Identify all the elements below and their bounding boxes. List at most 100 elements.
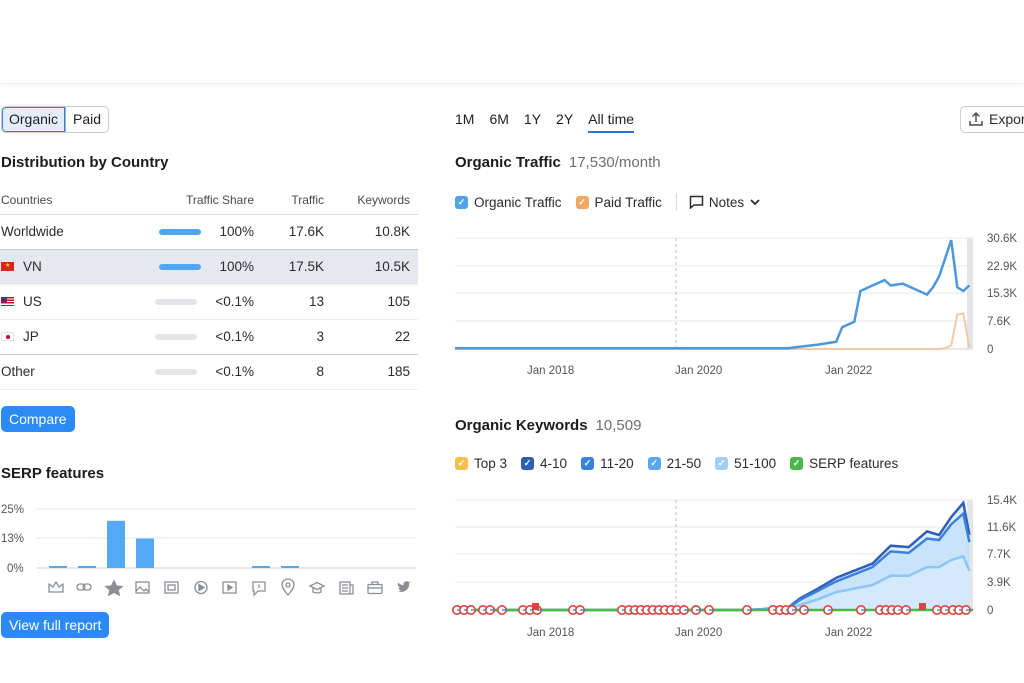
- table-row: Worldwide 100% 17.6K 10.8K: [0, 214, 418, 250]
- google-update-marker-icon[interactable]: [679, 605, 690, 616]
- column-header-keywords[interactable]: Keywords: [332, 187, 418, 215]
- serp-bar[interactable]: [136, 538, 154, 569]
- japan-flag-icon: [1, 331, 14, 341]
- country-name: VN: [23, 259, 42, 274]
- upload-icon: [969, 111, 983, 126]
- note-flag-icon[interactable]: [919, 603, 926, 610]
- serp-bar[interactable]: [252, 566, 270, 568]
- legend-serp-features[interactable]: ✓ SERP features: [790, 456, 898, 471]
- tab-paid[interactable]: Paid: [73, 111, 102, 127]
- legend-21-50[interactable]: ✓ 21-50: [647, 456, 701, 471]
- range-1m[interactable]: 1M: [455, 111, 475, 127]
- date-range-selector: 1M 6M 1Y 2Y All time: [455, 111, 649, 133]
- notes-dropdown[interactable]: Notes: [689, 195, 761, 210]
- briefcase-icon[interactable]: [367, 581, 383, 595]
- traffic-link[interactable]: 3: [262, 319, 332, 355]
- serp-bar[interactable]: [107, 520, 125, 568]
- keywords-x-tick: Jan 2020: [675, 627, 722, 639]
- google-update-marker-icon[interactable]: [496, 605, 507, 616]
- keywords-y-tick: 0: [987, 605, 993, 617]
- video-play-icon[interactable]: [194, 580, 208, 595]
- image-icon[interactable]: [135, 581, 150, 594]
- column-header-traffic[interactable]: Traffic: [262, 187, 332, 215]
- share-value: <0.1%: [215, 364, 254, 379]
- google-update-marker-icon[interactable]: [855, 605, 866, 616]
- keywords-link[interactable]: 10.5K: [332, 249, 418, 285]
- share-bar: [155, 334, 198, 341]
- google-update-marker-icon[interactable]: [786, 605, 797, 616]
- range-2y[interactable]: 2Y: [556, 111, 574, 127]
- table-row[interactable]: JP <0.1% 3 22: [0, 319, 418, 355]
- share-bar: [159, 264, 202, 271]
- top-band: [0, 0, 1024, 84]
- faq-icon[interactable]: [252, 581, 266, 597]
- legend-11-20[interactable]: ✓ 11-20: [581, 456, 634, 471]
- traffic-y-tick: 22.9K: [987, 261, 1017, 273]
- google-update-marker-icon[interactable]: [822, 605, 833, 616]
- news-icon[interactable]: [339, 581, 354, 595]
- legend-4-10[interactable]: ✓ 4-10: [521, 456, 567, 471]
- keywords-y-tick: 15.4K: [987, 495, 1017, 507]
- compare-button[interactable]: Compare: [1, 406, 75, 432]
- range-6m[interactable]: 6M: [489, 111, 509, 127]
- serp-bar[interactable]: [78, 566, 96, 568]
- traffic-value: 8: [262, 354, 332, 390]
- table-row[interactable]: US <0.1% 13 105: [0, 284, 418, 320]
- table-row: Other <0.1% 8 185: [0, 354, 418, 390]
- traffic-grid: [455, 237, 973, 350]
- range-1y[interactable]: 1Y: [523, 111, 542, 127]
- export-button[interactable]: Expor: [960, 106, 1024, 133]
- star-icon[interactable]: [104, 579, 124, 597]
- google-update-marker-icon[interactable]: [484, 605, 495, 616]
- serp-features-title: SERP features: [1, 465, 105, 482]
- twitter-icon[interactable]: [397, 581, 411, 592]
- serp-bar[interactable]: [281, 566, 299, 568]
- google-update-marker-icon[interactable]: [960, 605, 971, 616]
- checkbox-checked-icon: ✓: [581, 457, 595, 470]
- keywords-link[interactable]: 22: [332, 319, 418, 355]
- video-icon[interactable]: [222, 581, 237, 594]
- country-name: Other: [0, 354, 150, 390]
- google-update-marker-icon[interactable]: [691, 605, 702, 616]
- google-update-marker-icon[interactable]: [892, 605, 903, 616]
- legend-label: 11-20: [600, 456, 634, 471]
- keywords-x-tick: Jan 2022: [825, 627, 872, 639]
- organic-keywords-chart: 15.4K 11.6K 7.7K 3.9K 0 Jan 2018 Jan 202…: [452, 495, 1017, 639]
- google-update-marker-icon[interactable]: [931, 605, 942, 616]
- traffic-link[interactable]: 13: [262, 284, 332, 320]
- serp-bar[interactable]: [49, 566, 67, 568]
- organic-traffic-line: [455, 239, 971, 350]
- legend-top-3[interactable]: ✓ Top 3: [455, 456, 507, 471]
- google-update-marker-icon[interactable]: [575, 605, 586, 616]
- range-all-time[interactable]: All time: [588, 111, 635, 133]
- google-update-marker-icon[interactable]: [741, 605, 752, 616]
- crown-icon[interactable]: [48, 580, 64, 593]
- table-row[interactable]: VN 100% 17.5K 10.5K: [0, 249, 418, 285]
- divider: [675, 193, 677, 211]
- view-full-report-button[interactable]: View full report: [1, 612, 110, 638]
- column-header-traffic-share[interactable]: Traffic Share: [150, 187, 262, 215]
- location-pin-icon[interactable]: [281, 578, 295, 597]
- checkbox-checked-icon: ✓: [790, 457, 804, 470]
- tab-organic[interactable]: Organic: [2, 107, 67, 132]
- legend-51-100[interactable]: ✓ 51-100: [715, 456, 776, 471]
- google-update-marker-icon[interactable]: [900, 605, 911, 616]
- keywords-y-tick: 7.7K: [987, 549, 1011, 561]
- gallery-icon[interactable]: [164, 581, 179, 594]
- google-update-marker-icon[interactable]: [704, 605, 715, 616]
- traffic-x-tick: Jan 2020: [675, 365, 722, 377]
- notes-label: Notes: [708, 194, 745, 210]
- organic-keywords-value: 10,509: [595, 417, 642, 434]
- google-update-marker-icon[interactable]: [798, 605, 809, 616]
- keywords-51-100-area: [454, 556, 970, 610]
- google-update-marker-icon[interactable]: [465, 605, 476, 616]
- link-icon[interactable]: [76, 583, 92, 591]
- graduation-cap-icon[interactable]: [308, 581, 326, 594]
- legend-paid-traffic[interactable]: ✓ Paid Traffic: [575, 195, 662, 210]
- legend-organic-traffic[interactable]: ✓ Organic Traffic: [455, 195, 562, 210]
- note-flag-icon[interactable]: [532, 603, 539, 610]
- keywords-link[interactable]: 105: [332, 284, 418, 320]
- traffic-link[interactable]: 17.5K: [262, 249, 332, 285]
- share-bar: [155, 299, 198, 306]
- google-update-marker-icon[interactable]: [939, 605, 950, 616]
